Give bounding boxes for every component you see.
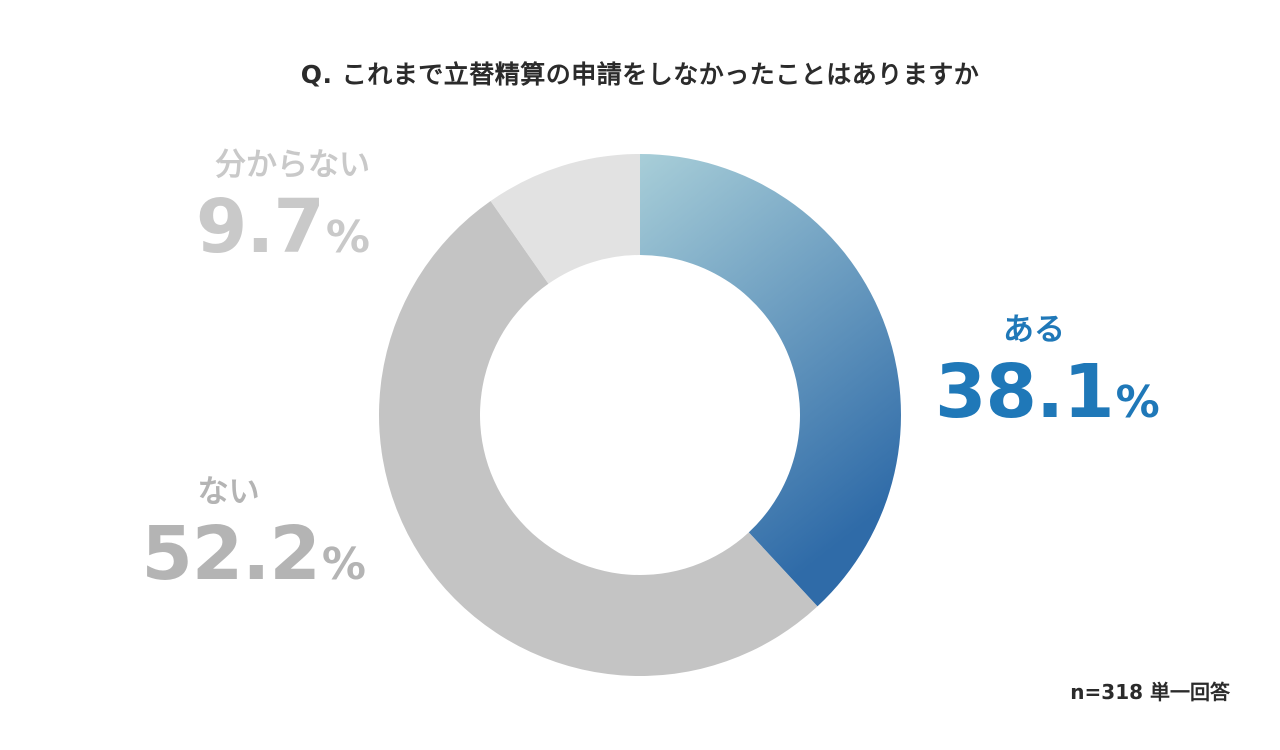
slice-value-wakaranai: 9.7%: [196, 185, 370, 280]
slice-value-nai-number: 52.2: [141, 511, 321, 597]
slice-value-wakaranai-unit: %: [325, 212, 370, 263]
slice-value-aru: 38.1%: [935, 350, 1160, 445]
slice-label-nai: ない 52.2%: [141, 472, 366, 607]
donut-slice-wakaranai: [490, 154, 640, 284]
slice-value-wakaranai-number: 9.7: [195, 184, 325, 270]
donut-slice-aru: [640, 154, 901, 607]
slice-name-wakaranai: 分からない: [215, 147, 370, 183]
slice-label-aru: ある 38.1%: [935, 310, 1160, 445]
slice-value-nai: 52.2%: [141, 512, 366, 607]
slice-label-wakaranai: 分からない 9.7%: [196, 145, 370, 280]
slice-name-nai: ない: [197, 474, 260, 510]
slice-name-aru: ある: [1003, 312, 1065, 348]
sample-footnote: n=318 単一回答: [1070, 680, 1230, 704]
slice-value-nai-unit: %: [321, 539, 366, 590]
chart-title: Q. これまで立替精算の申請をしなかったことはありますか: [300, 60, 980, 89]
donut-slice-nai: [378, 200, 818, 677]
slice-value-aru-number: 38.1: [935, 349, 1115, 435]
slice-value-aru-unit: %: [1115, 377, 1160, 428]
